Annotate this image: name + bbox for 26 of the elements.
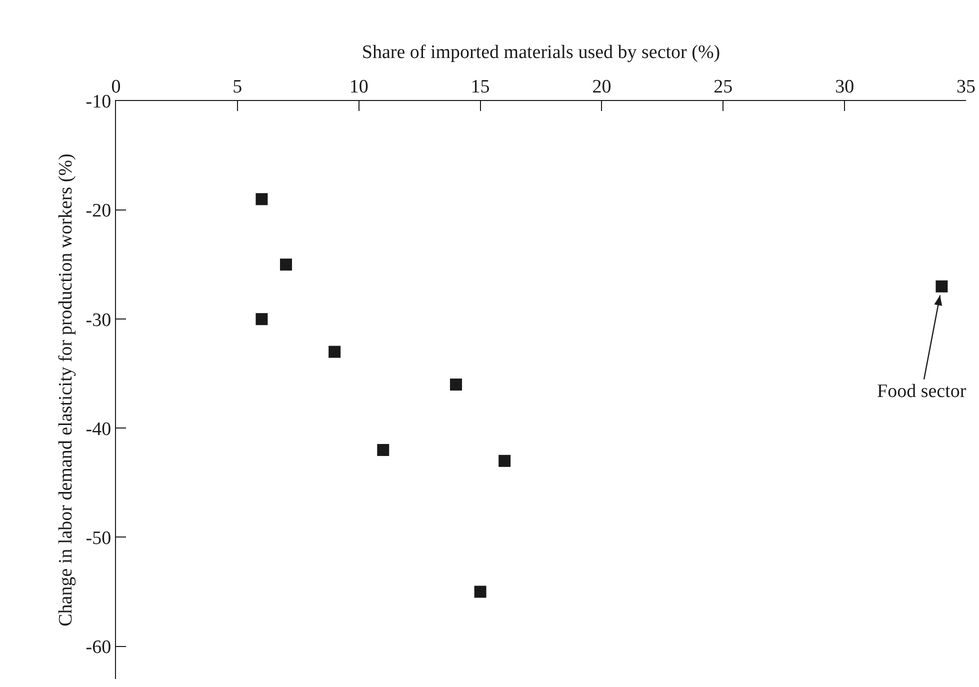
- x-tick-label: 30: [835, 76, 854, 98]
- y-tick-label: -50: [86, 528, 112, 549]
- y-axis-title: Change in labor demand elasticity for production workers (%): [56, 154, 77, 626]
- point: [256, 313, 268, 326]
- x-axis-title: Share of imported materials used by sector (%): [362, 42, 720, 64]
- x-tick-label: 10: [349, 76, 368, 98]
- point: [256, 193, 268, 206]
- point: [377, 444, 390, 456]
- x-tick-label: 20: [592, 76, 612, 98]
- x-tick-label: 0: [111, 76, 121, 98]
- y-tick-label: -30: [86, 310, 112, 331]
- y-tick-label: -40: [86, 418, 112, 440]
- point: [936, 280, 948, 292]
- y-tick-label: -60: [86, 636, 112, 658]
- point: [328, 346, 341, 358]
- point: [450, 378, 462, 391]
- x-tick-label: 25: [714, 76, 733, 98]
- annotation: Food sector: [877, 381, 967, 402]
- y-tick-label: -10: [86, 92, 112, 113]
- point: [498, 454, 511, 467]
- y-tick-label: -20: [86, 200, 112, 222]
- x-tick-label: 5: [232, 76, 242, 98]
- point: [474, 586, 486, 598]
- x-tick-label: 15: [470, 76, 490, 98]
- x-tick-label: 35: [956, 76, 976, 98]
- point: [280, 258, 292, 271]
